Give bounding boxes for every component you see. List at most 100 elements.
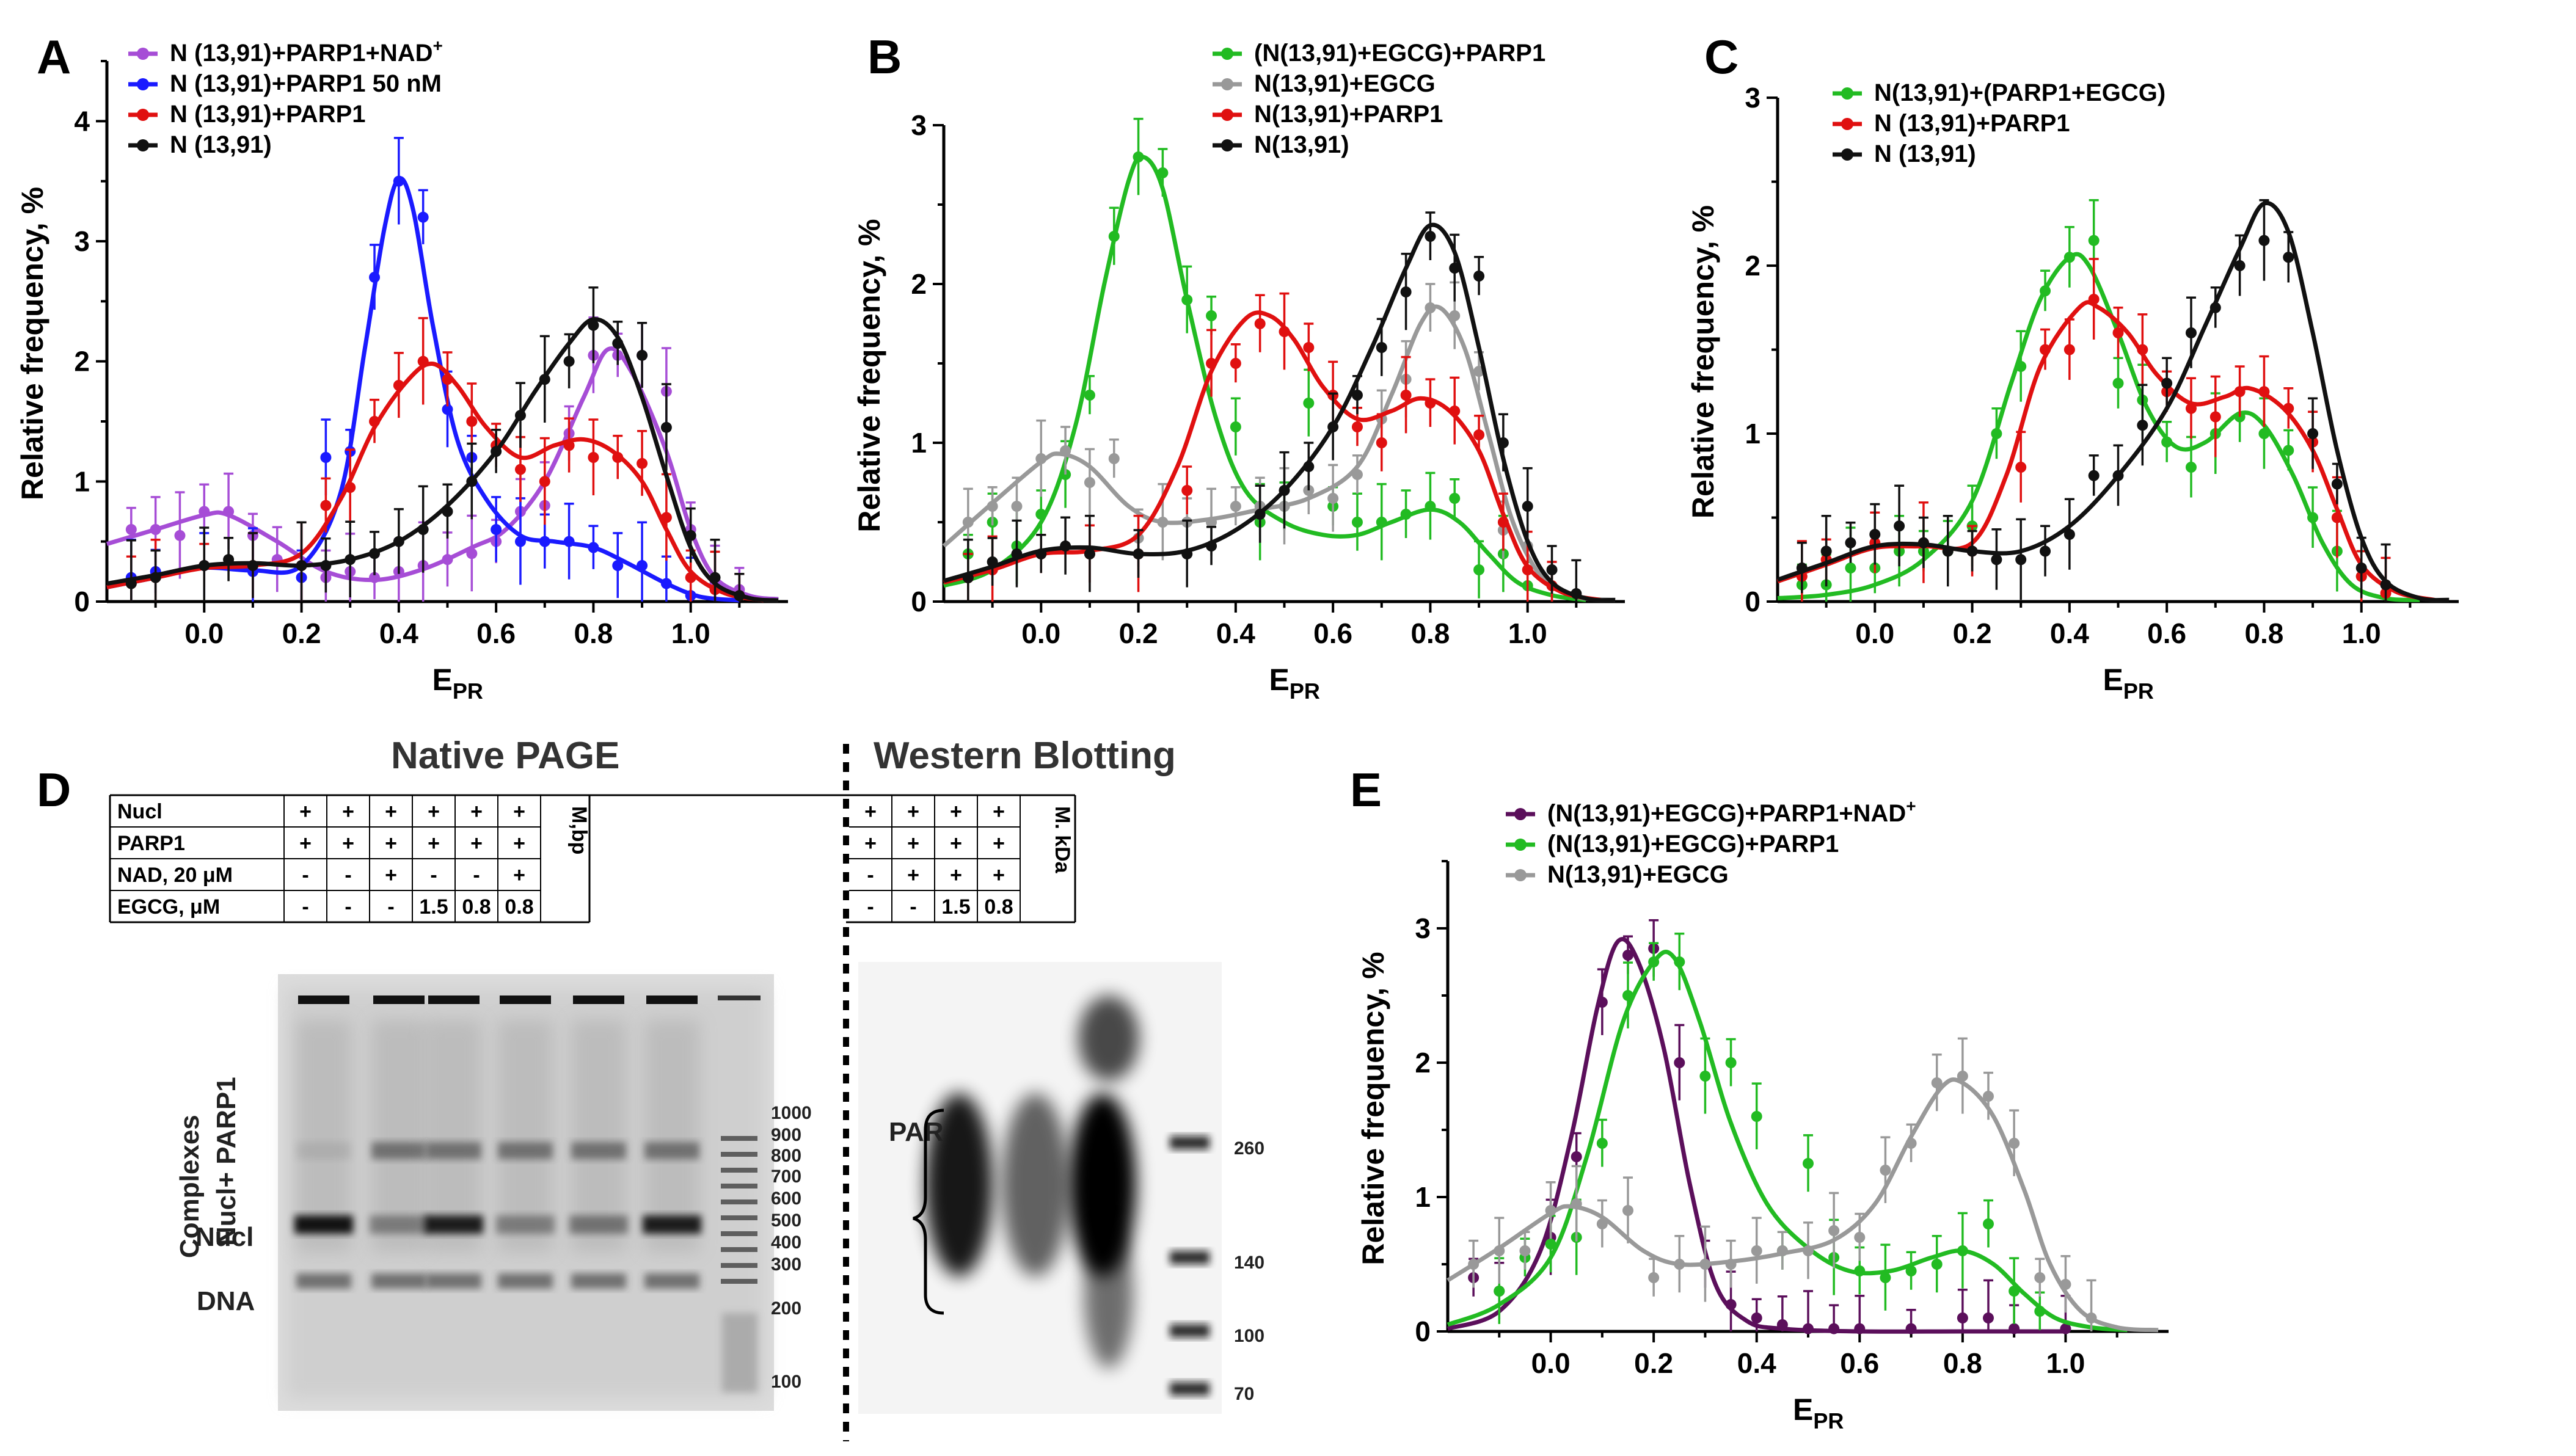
data-point <box>1084 390 1095 401</box>
y-axis-label: Relative frequency, % <box>1686 205 1720 519</box>
data-point <box>2380 579 2392 591</box>
data-point <box>417 211 429 223</box>
data-point <box>539 476 550 487</box>
data-point <box>247 560 258 571</box>
well <box>646 996 698 1004</box>
data-point <box>514 536 526 547</box>
table-cell: 1.5 <box>419 895 448 919</box>
well <box>298 996 349 1004</box>
data-point <box>2034 1306 2046 1317</box>
data-point <box>1084 477 1095 488</box>
data-point <box>393 380 404 391</box>
legend-label: N (13,91)+PARP1 50 nM <box>170 70 442 97</box>
data-point <box>491 524 502 535</box>
data-point <box>563 440 575 451</box>
table-cell: - <box>387 895 394 919</box>
table-cell: 0.8 <box>462 895 491 919</box>
native-gel-image <box>278 974 774 1411</box>
legend-label: N (13,91)+PARP1 <box>1874 110 2070 137</box>
data-point <box>1957 1071 1968 1082</box>
data-point <box>962 517 974 528</box>
data-point <box>2209 302 2221 313</box>
table-cell: + <box>907 864 919 887</box>
data-point <box>2331 478 2343 490</box>
y-tick-label: 4 <box>74 105 90 137</box>
data-point <box>685 530 696 541</box>
data-point <box>1035 548 1047 559</box>
legend-marker <box>137 109 149 121</box>
data-point <box>369 272 381 283</box>
data-point <box>296 560 307 571</box>
table-cell: - <box>345 864 351 887</box>
legend-marker <box>1841 87 1853 100</box>
data-point <box>1571 588 1582 599</box>
x-axis-label: EPR <box>1269 663 1320 704</box>
data-point <box>1303 461 1315 472</box>
data-point <box>393 175 404 187</box>
x-tick-label: 0.0 <box>1021 617 1060 649</box>
table-cell: + <box>513 832 525 855</box>
x-tick-label: 0.4 <box>1216 617 1255 649</box>
chart-c: 0 1 2 3 0.0 0.2 0.4 0.6 0.8 1.0 EPR Relative freque… <box>1686 79 2459 704</box>
data-point <box>2088 235 2100 246</box>
data-point <box>1133 548 1144 559</box>
data-point <box>223 506 235 517</box>
data-point <box>1991 554 2002 566</box>
table-cell: + <box>342 832 354 855</box>
par-brace <box>913 1108 944 1315</box>
bp-marker-label: 600 <box>771 1188 801 1209</box>
data-point <box>466 476 478 487</box>
data-point <box>1622 950 1633 961</box>
data-point <box>1776 1245 1788 1256</box>
series-0 <box>106 316 779 602</box>
data-point <box>1494 1245 1505 1256</box>
marker-header-bp: M,bp <box>567 806 591 854</box>
well <box>428 996 480 1004</box>
data-point <box>2355 562 2367 573</box>
table-cell: + <box>385 800 397 823</box>
data-point <box>2015 361 2027 372</box>
chart-e: 0 1 2 3 0.0 0.2 0.4 0.6 0.8 1.0 EPR Relative freque… <box>1356 796 2169 1433</box>
data-point <box>1425 501 1436 512</box>
legend-marker <box>1221 109 1233 121</box>
series-0 <box>943 117 1586 602</box>
data-point <box>1206 358 1217 369</box>
data-point <box>2060 1323 2071 1334</box>
data-point <box>588 319 599 331</box>
data-point <box>1905 1138 1917 1149</box>
x-tick-label: 0.4 <box>1737 1347 1776 1379</box>
data-point <box>660 421 672 433</box>
data-point <box>1674 1057 1685 1068</box>
data-point <box>1674 956 1685 967</box>
data-point <box>987 556 998 567</box>
legend-label: N (13,91)+PARP1 <box>170 101 366 128</box>
data-point <box>150 524 161 535</box>
y-tick-label: 2 <box>74 346 90 377</box>
data-point <box>1596 997 1608 1008</box>
data-point <box>199 560 210 571</box>
x-tick-label: 0.2 <box>1119 617 1158 649</box>
kda-marker-labels: 260 140 100 70 <box>1234 1138 1264 1404</box>
data-point <box>223 554 235 566</box>
legend-label: (N(13,91)+EGCG)+PARP1 <box>1254 40 1545 67</box>
table-cell: + <box>864 832 877 855</box>
data-point <box>1776 1319 1788 1330</box>
data-point <box>637 560 648 571</box>
data-point <box>1473 429 1485 440</box>
data-point <box>466 548 478 559</box>
data-point <box>1468 1259 1480 1270</box>
band-label-par: PAR <box>889 1117 944 1147</box>
table-cell: 0.8 <box>505 895 533 919</box>
data-point <box>1035 509 1047 520</box>
legend-marker <box>1221 139 1233 151</box>
data-point <box>1181 485 1193 496</box>
x-tick-label: 0.8 <box>574 617 613 649</box>
data-point <box>174 530 186 541</box>
data-point <box>1060 541 1071 551</box>
data-point <box>1449 493 1461 504</box>
data-point <box>1880 1165 1891 1176</box>
data-point <box>1035 453 1047 464</box>
data-point <box>320 560 332 571</box>
marker-header-kda: M. kDa <box>1051 806 1074 874</box>
